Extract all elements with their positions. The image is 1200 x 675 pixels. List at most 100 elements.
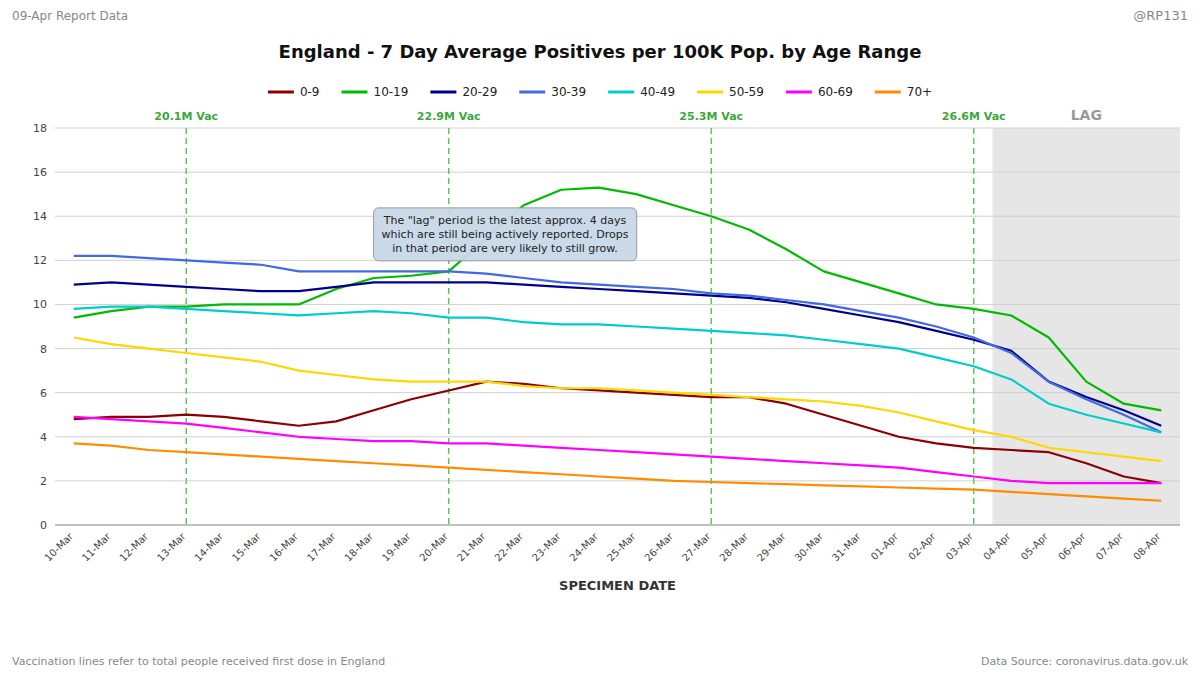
x-tick-label: 20-Mar: [417, 530, 450, 563]
legend-item: 30-39: [519, 85, 586, 99]
x-tick-label: 19-Mar: [380, 530, 413, 563]
legend-label: 10-19: [374, 85, 409, 99]
x-tick-label: 01-Apr: [869, 530, 901, 562]
x-tick-label: 25-Mar: [605, 530, 638, 563]
legend-swatch: [430, 91, 456, 94]
y-tick-label: 16: [33, 166, 47, 179]
x-tick-label: 08-Apr: [1131, 530, 1163, 562]
legend-label: 50-59: [729, 85, 764, 99]
x-tick-label: 29-Mar: [755, 530, 788, 563]
x-tick-label: 28-Mar: [717, 530, 750, 563]
legend-item: 60-69: [786, 85, 853, 99]
legend-label: 60-69: [818, 85, 853, 99]
vaccination-label: 22.9M Vac: [417, 110, 481, 123]
author: @RP131: [1133, 8, 1188, 23]
annotation-text: The "lag" period is the latest approx. 4…: [382, 214, 629, 255]
y-tick-label: 2: [40, 475, 47, 488]
vaccination-label: 25.3M Vac: [679, 110, 743, 123]
x-tick-label: 23-Mar: [530, 530, 563, 563]
legend-item: 40-49: [608, 85, 675, 99]
vaccination-line: [448, 128, 450, 525]
legend-label: 30-39: [551, 85, 586, 99]
series-line: [74, 188, 1162, 411]
vaccination-label: 26.6M Vac: [942, 110, 1006, 123]
grid-line: [55, 525, 1180, 526]
lag-region: [993, 128, 1181, 525]
legend-swatch: [875, 91, 901, 94]
x-tick-label: 17-Mar: [305, 530, 338, 563]
y-tick-label: 6: [40, 387, 47, 400]
x-tick-label: 06-Apr: [1056, 530, 1088, 562]
x-tick-label: 22-Mar: [492, 530, 525, 563]
subtitle: 09-Apr Report Data: [12, 9, 128, 23]
series-line: [74, 382, 1162, 483]
y-tick-label: 14: [33, 210, 47, 223]
series-line: [74, 338, 1162, 462]
vaccination-label: 20.1M Vac: [154, 110, 218, 123]
annotation-line: which are still being actively reported.…: [382, 228, 629, 241]
x-tick-label: 15-Mar: [230, 530, 263, 563]
legend-label: 40-49: [640, 85, 675, 99]
x-tick-label: 21-Mar: [455, 530, 488, 563]
vaccination-line: [711, 128, 713, 525]
legend-swatch: [697, 91, 723, 94]
legend-item: 10-19: [342, 85, 409, 99]
legend-swatch: [268, 91, 294, 94]
annotation: The "lag" period is the latest approx. 4…: [374, 208, 637, 261]
grid-line: [55, 128, 1180, 129]
series-line: [74, 417, 1162, 483]
x-tick-label: 10-Mar: [42, 530, 75, 563]
grid-line: [55, 348, 1180, 349]
x-tick-label: 12-Mar: [117, 530, 150, 563]
x-tick-label: 27-Mar: [680, 530, 713, 563]
annotation-box: [374, 208, 637, 261]
x-tick-label: 16-Mar: [267, 530, 300, 563]
legend-item: 0-9: [268, 85, 320, 99]
x-tick-label: 14-Mar: [192, 530, 225, 563]
grid-line: [55, 172, 1180, 173]
title: England - 7 Day Average Positives per 10…: [279, 41, 922, 62]
lag-label: LAG: [1071, 107, 1102, 123]
x-tick-label: 03-Apr: [944, 530, 976, 562]
vaccination-line: [973, 128, 975, 525]
x-tick-label: 30-Mar: [792, 530, 825, 563]
y-tick-label: 10: [33, 298, 47, 311]
series-line: [74, 307, 1162, 433]
y-tick-label: 12: [33, 254, 47, 267]
series-line: [74, 282, 1162, 425]
x-tick-label: 05-Apr: [1019, 530, 1051, 562]
x-tick-label: 18-Mar: [342, 530, 375, 563]
x-axis-line: [55, 525, 1180, 526]
x-tick-label: 13-Mar: [155, 530, 188, 563]
legend-label: 70+: [907, 85, 932, 99]
legend-item: 50-59: [697, 85, 764, 99]
annotation-line: The "lag" period is the latest approx. 4…: [383, 214, 627, 227]
legend-swatch: [342, 91, 368, 94]
x-tick-label: 26-Mar: [642, 530, 675, 563]
source: Data Source: coronavirus.data.gov.uk: [981, 655, 1189, 668]
legend-swatch: [786, 91, 812, 94]
note: Vaccination lines refer to total people …: [12, 655, 385, 668]
y-tick-label: 8: [40, 343, 47, 356]
y-tick-label: 0: [40, 519, 47, 532]
legend-item: 70+: [875, 85, 932, 99]
x-axis-label: SPECIMEN DATE: [559, 578, 676, 593]
chart: LAG 0 2 4 6 8 10 12 14 16 18 10-Mar11-Mar12-Mar13-M…: [0, 0, 1200, 675]
x-tick-label: 31-Mar: [830, 530, 863, 563]
annotation-line: in that period are very likely to still …: [392, 242, 618, 255]
legend: 0-9 10-19 20-29 30-39 40-49 50-59 60-69 70+: [268, 85, 932, 99]
vaccination-line: [186, 128, 188, 525]
x-tick-label: 02-Apr: [906, 530, 938, 562]
x-tick-label: 11-Mar: [80, 530, 113, 563]
y-tick-label: 4: [40, 431, 47, 444]
x-tick-label: 07-Apr: [1094, 530, 1126, 562]
series-line: [74, 443, 1162, 500]
y-tick-label: 18: [33, 122, 47, 135]
x-tick-label: 24-Mar: [567, 530, 600, 563]
legend-label: 0-9: [300, 85, 320, 99]
series-group: [74, 188, 1162, 501]
series-line: [74, 256, 1162, 432]
legend-swatch: [608, 91, 634, 94]
legend-label: 20-29: [462, 85, 497, 99]
legend-item: 20-29: [430, 85, 497, 99]
